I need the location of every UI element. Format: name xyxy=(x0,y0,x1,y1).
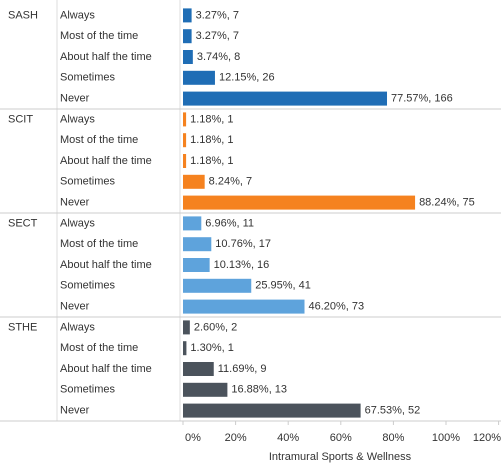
category-label: About half the time xyxy=(60,51,152,63)
bar xyxy=(183,29,192,44)
data-label: 1.30%, 1 xyxy=(190,342,233,354)
bar xyxy=(183,382,228,397)
bar xyxy=(183,216,202,231)
data-label: 3.74%, 8 xyxy=(197,51,240,63)
category-label: Sometimes xyxy=(60,176,116,188)
bar xyxy=(183,237,212,252)
data-label: 67.53%, 52 xyxy=(365,405,421,417)
group-label: STHE xyxy=(8,321,37,333)
x-axis-title: Intramural Sports & Wellness xyxy=(269,451,412,463)
bar xyxy=(183,341,187,356)
x-tick-label: 0% xyxy=(185,432,201,444)
bar xyxy=(183,299,305,314)
x-tick-label: 80% xyxy=(382,432,404,444)
x-tick-label: 40% xyxy=(277,432,299,444)
data-label: 12.15%, 26 xyxy=(219,72,275,84)
data-label: 3.27%, 7 xyxy=(196,9,239,21)
bar xyxy=(183,403,361,418)
data-label: 88.24%, 75 xyxy=(419,197,475,209)
bar xyxy=(183,154,187,168)
bar xyxy=(183,320,190,335)
category-label: About half the time xyxy=(60,363,152,375)
category-label: Never xyxy=(60,93,90,105)
category-label: Most of the time xyxy=(60,238,138,250)
group-label: SECT xyxy=(8,217,38,229)
bar xyxy=(183,258,210,272)
data-label: 6.96%, 11 xyxy=(205,217,254,229)
category-label: Always xyxy=(60,9,95,21)
bar xyxy=(183,195,416,210)
data-label: 2.60%, 2 xyxy=(194,321,237,333)
category-label: Sometimes xyxy=(60,280,116,292)
category-label: Most of the time xyxy=(60,30,138,42)
category-label: Never xyxy=(60,301,90,313)
category-label: Most of the time xyxy=(60,342,138,354)
bar xyxy=(183,91,388,106)
bar xyxy=(183,112,187,127)
bar xyxy=(183,70,215,85)
category-label: Sometimes xyxy=(60,72,116,84)
category-label: Always xyxy=(60,217,95,229)
category-label: Never xyxy=(60,197,90,209)
group-label: SCIT xyxy=(8,113,33,125)
category-label: About half the time xyxy=(60,259,152,271)
data-label: 1.18%, 1 xyxy=(190,134,233,146)
data-label: 10.76%, 17 xyxy=(215,238,271,250)
category-label: About half the time xyxy=(60,155,152,167)
bar xyxy=(183,50,193,64)
category-label: Sometimes xyxy=(60,384,116,396)
data-label: 10.13%, 16 xyxy=(214,259,270,271)
data-label: 1.18%, 1 xyxy=(190,155,233,167)
x-tick-label: 20% xyxy=(225,432,247,444)
data-label: 25.95%, 41 xyxy=(255,280,311,292)
category-label: Most of the time xyxy=(60,134,138,146)
data-label: 8.24%, 7 xyxy=(209,176,252,188)
data-label: 46.20%, 73 xyxy=(309,301,365,313)
x-tick-label: 100% xyxy=(432,432,460,444)
bar xyxy=(183,278,252,293)
bar xyxy=(183,174,205,189)
bar xyxy=(183,8,192,23)
group-label: SASH xyxy=(8,9,38,21)
data-label: 77.57%, 166 xyxy=(391,93,453,105)
bar xyxy=(183,133,187,148)
bar xyxy=(183,362,214,376)
x-tick-label: 120% xyxy=(473,432,501,444)
category-label: Always xyxy=(60,113,95,125)
category-label: Always xyxy=(60,321,95,333)
data-label: 1.18%, 1 xyxy=(190,113,233,125)
data-label: 16.88%, 13 xyxy=(231,384,287,396)
x-tick-label: 60% xyxy=(330,432,352,444)
category-label: Never xyxy=(60,405,90,417)
data-label: 3.27%, 7 xyxy=(196,30,239,42)
data-label: 11.69%, 9 xyxy=(218,363,267,375)
